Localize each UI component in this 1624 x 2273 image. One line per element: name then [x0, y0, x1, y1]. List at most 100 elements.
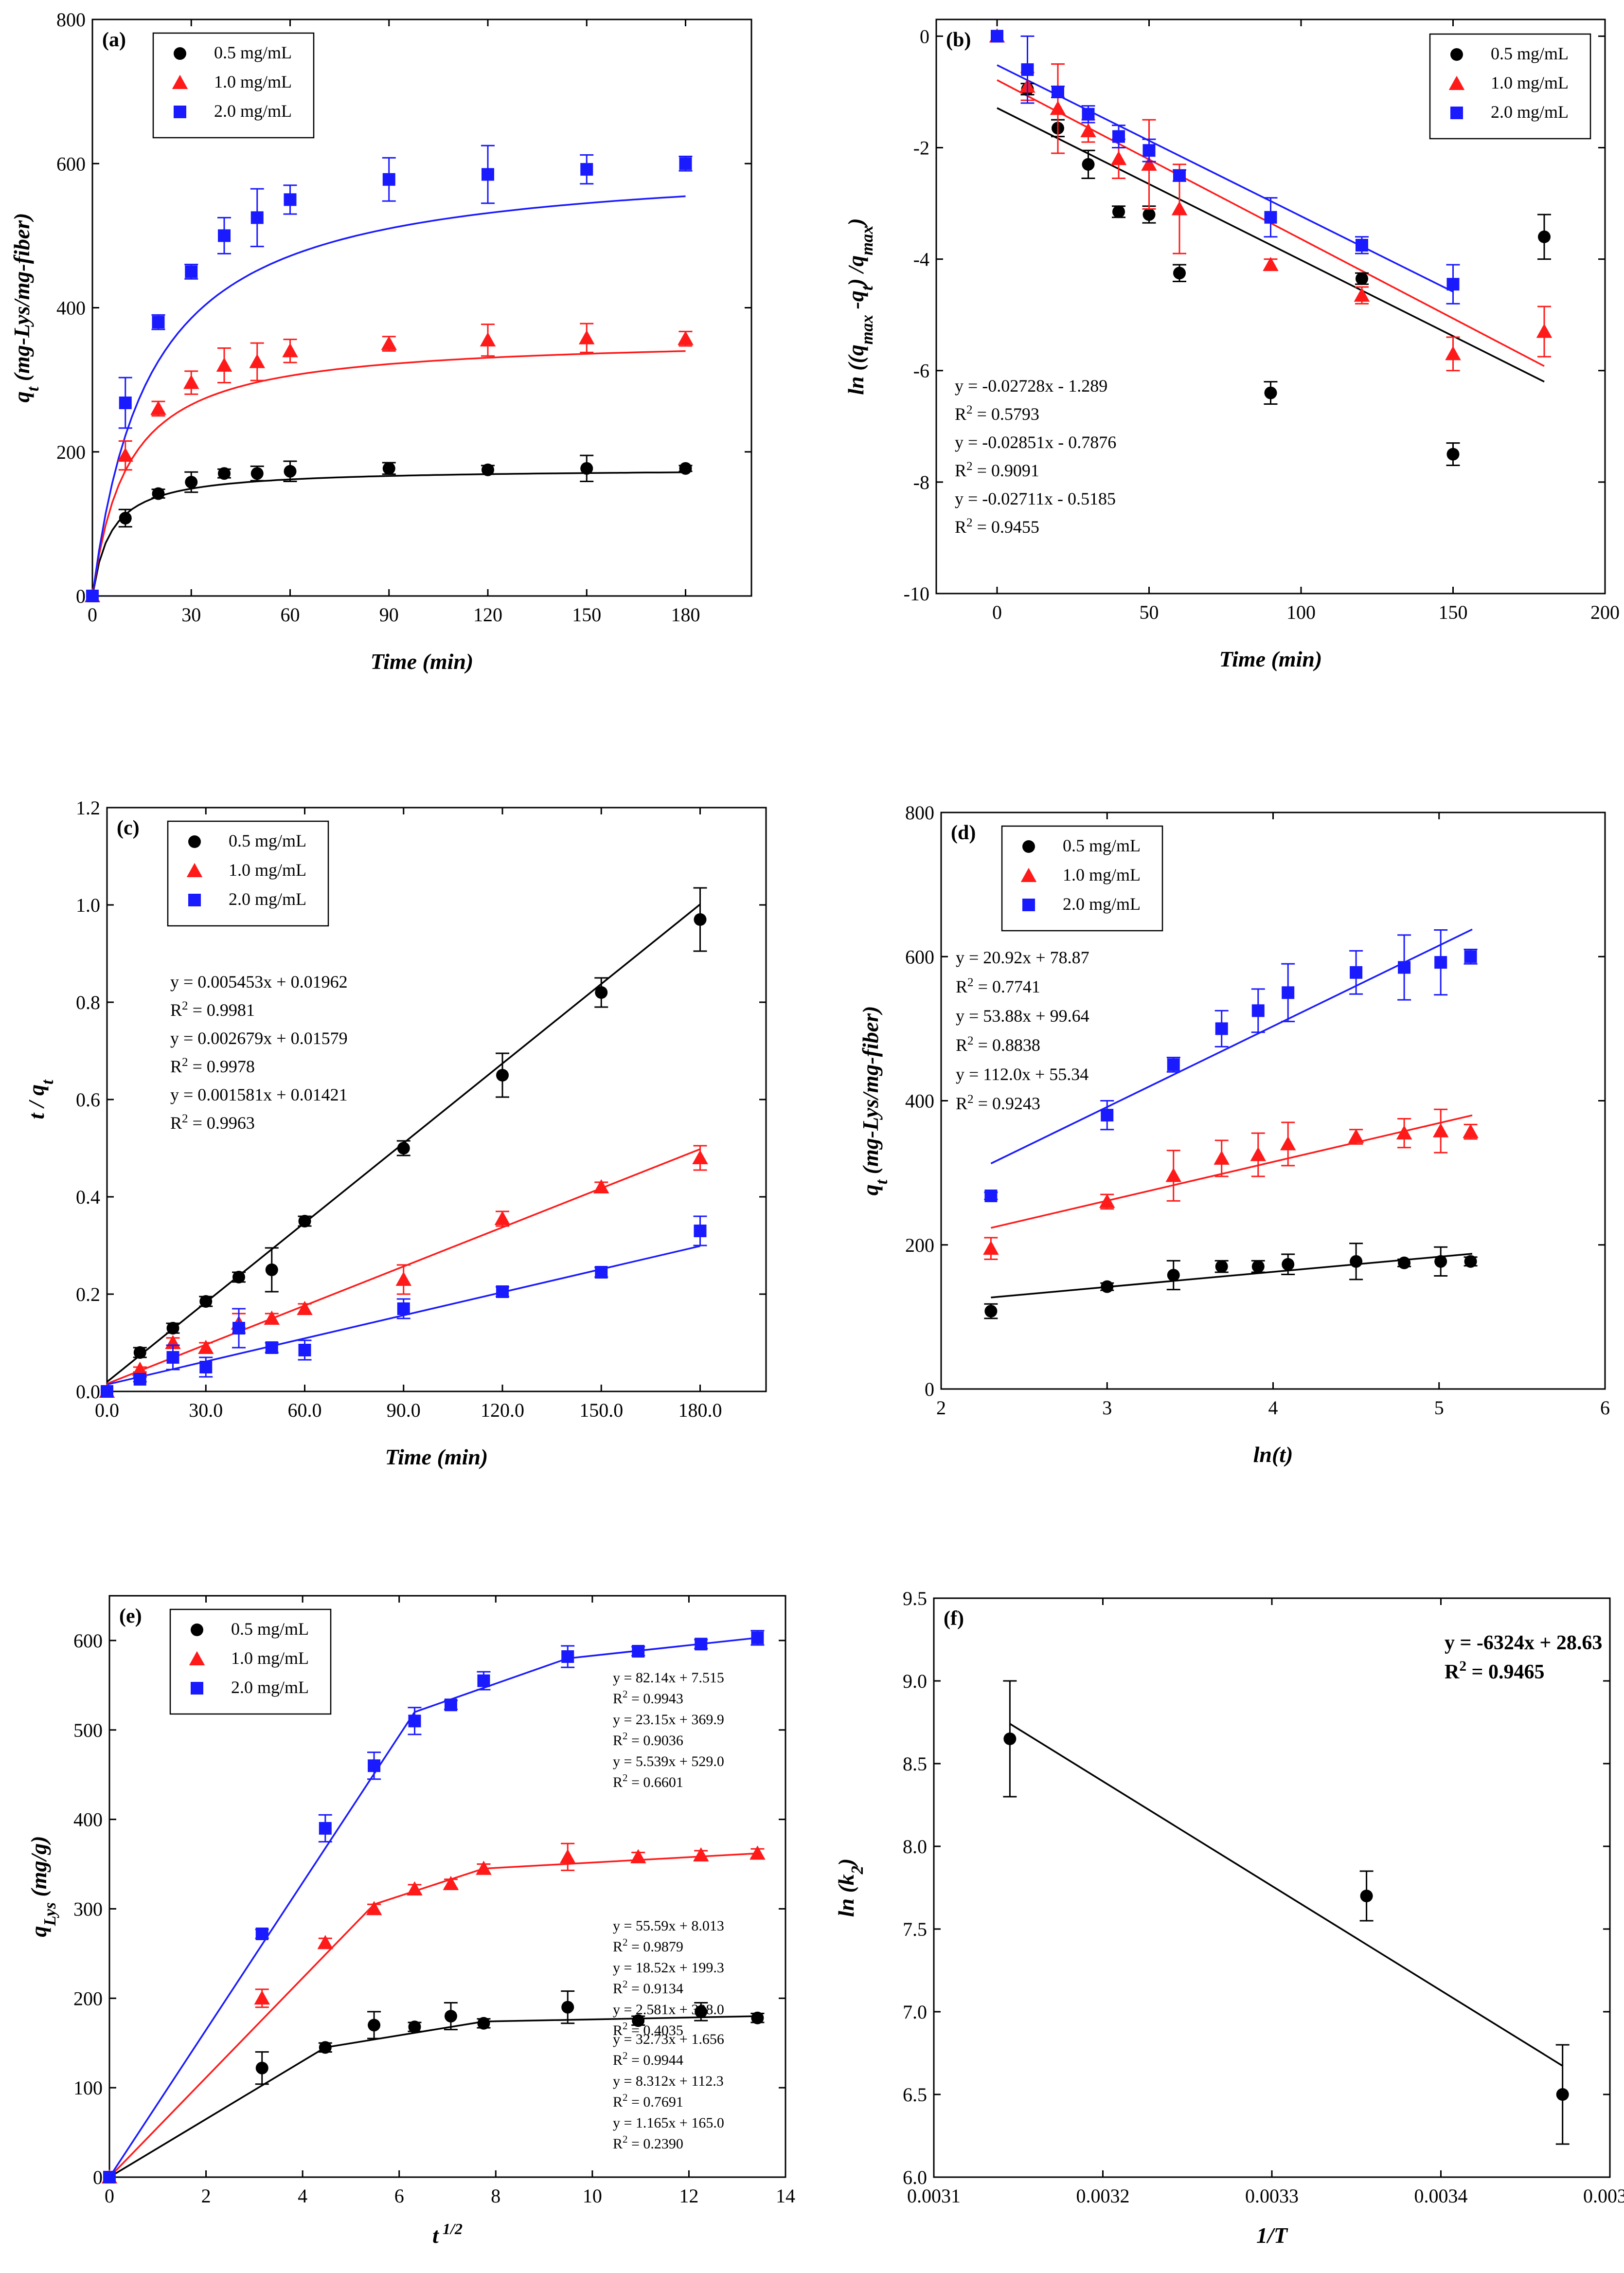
equation-text: y = 8.312x + 112.3 — [613, 2073, 724, 2089]
y-tick-label: 200 — [73, 1987, 103, 2009]
legend-label: 0.5 mg/mL — [1063, 836, 1141, 855]
data-point — [496, 1285, 509, 1298]
x-tick-label: 150 — [572, 604, 601, 626]
fit-line-2 — [108, 1637, 758, 2178]
data-point — [632, 1644, 645, 1658]
legend-label: 2.0 mg/mL — [1063, 894, 1141, 914]
x-tick-label: 180 — [671, 604, 700, 626]
legend: 0.5 mg/mL 1.0 mg/mL 2.0 mg/mL — [169, 1608, 332, 1715]
y-tick-label: 400 — [905, 1090, 934, 1112]
data-point — [298, 1215, 311, 1227]
x-tick-label: 100 — [1286, 601, 1316, 623]
data-point — [218, 229, 231, 242]
x-tick-label: 12 — [679, 2185, 698, 2207]
legend-label: 2.0 mg/mL — [231, 1678, 309, 1697]
legend-marker — [1450, 48, 1463, 61]
equation-text: R2 = 0.9455 — [955, 516, 1039, 537]
data-point — [183, 375, 199, 389]
y-tick-label: 600 — [73, 1630, 103, 1652]
data-point — [1003, 1732, 1017, 1745]
legend-marker — [174, 47, 186, 60]
data-point — [1282, 986, 1295, 999]
y-tick-label: 8.5 — [903, 1753, 927, 1775]
legend-marker — [1020, 867, 1037, 882]
y-tick-label: 600 — [905, 946, 934, 968]
data-point — [1167, 1058, 1180, 1071]
equation-text: y = 1.165x + 165.0 — [613, 2115, 724, 2131]
data-point — [694, 913, 707, 926]
data-point — [679, 462, 692, 475]
data-point — [579, 330, 595, 344]
chart-panel-a: 0 30 60 90 120 150 180 0 200 400 600 800 (a) Time (mi… — [9, 9, 752, 674]
data-point — [265, 1341, 278, 1354]
chart-panel-b: 0 50 100 150 200 0 -2 -4 -6 -8 -10 (b) Time (min) ln … — [843, 18, 1620, 671]
data-point — [103, 2171, 116, 2183]
data-point — [284, 193, 297, 206]
legend-label: 1.0 mg/mL — [1063, 865, 1141, 884]
data-point — [1398, 961, 1411, 974]
equation-text: y = -0.02851x - 0.7876 — [955, 433, 1116, 452]
y-tick-label: 9.0 — [903, 1670, 927, 1692]
data-point — [382, 173, 395, 186]
data-point — [1082, 108, 1095, 121]
equation-text: R2 = 0.9943 — [613, 1688, 683, 1707]
data-point — [1356, 238, 1368, 252]
equation-text: R2 = 0.7691 — [613, 2092, 683, 2110]
equation-text: y = 20.92x + 78.87 — [956, 948, 1089, 967]
data-point — [1263, 256, 1279, 271]
data-point — [166, 1322, 179, 1335]
y-tick-label: 0 — [925, 1378, 934, 1400]
data-point — [1536, 324, 1553, 338]
y-tick-label: 7.0 — [903, 2001, 927, 2023]
panel-label: (c) — [117, 817, 140, 839]
y-tick-label: -4 — [913, 249, 929, 271]
data-point — [561, 1650, 574, 1663]
data-point — [250, 467, 264, 480]
y-tick-label: 300 — [73, 1898, 103, 1920]
data-point — [185, 265, 198, 278]
y-tick-label: 1.0 — [76, 894, 100, 916]
equation-text: y = 112.0x + 55.34 — [956, 1064, 1089, 1084]
data-point — [1021, 63, 1034, 76]
plot-frame — [935, 18, 1606, 595]
data-point — [264, 1310, 280, 1325]
y-tick-label: 0 — [920, 25, 929, 47]
x-tick-label: 90 — [379, 604, 399, 626]
data-point — [496, 1069, 509, 1082]
y-tick-label: 6.5 — [903, 2084, 927, 2106]
equation-text: R2 = 0.9465 — [1445, 1659, 1544, 1683]
data-point — [477, 2017, 490, 2030]
data-point — [381, 336, 397, 350]
data-point — [366, 1901, 382, 1915]
data-point — [494, 1210, 511, 1225]
fit-line-2 — [91, 195, 686, 596]
y-axis-label: ln (k2) — [834, 1858, 867, 1917]
data-point — [1165, 1168, 1181, 1182]
x-tick-label: 6 — [1600, 1397, 1610, 1419]
equation-text: R2 = 0.4035 — [613, 2020, 683, 2038]
legend: 0.5 mg/mL 1.0 mg/mL 2.0 mg/mL — [1429, 33, 1591, 140]
data-point — [1171, 201, 1188, 216]
data-point — [255, 1927, 268, 1940]
data-point — [199, 1361, 213, 1373]
data-point — [408, 1714, 421, 1728]
y-tick-label: 200 — [905, 1234, 934, 1256]
data-point — [284, 465, 297, 478]
legend-marker — [191, 1624, 203, 1636]
equation-text: y = 0.005453x + 0.01962 — [170, 972, 348, 992]
equation-text: R2 = 0.9134 — [613, 1978, 683, 1997]
legend-label: 0.5 mg/mL — [231, 1619, 309, 1639]
x-tick-label: 120.0 — [481, 1399, 524, 1421]
equation-text: R2 = 0.9243 — [956, 1093, 1040, 1114]
data-point — [132, 1361, 148, 1376]
data-point — [580, 163, 593, 176]
data-point — [595, 1266, 608, 1279]
legend-marker — [1022, 899, 1035, 911]
equation-text: R2 = 0.9036 — [613, 1730, 683, 1749]
x-tick-label: 0.0035 — [1583, 2185, 1624, 2207]
plot-frame — [933, 1597, 1611, 2178]
data-point — [751, 1631, 764, 1644]
data-point — [1099, 1193, 1115, 1208]
data-point — [265, 1263, 278, 1276]
data-point — [1350, 1255, 1363, 1268]
